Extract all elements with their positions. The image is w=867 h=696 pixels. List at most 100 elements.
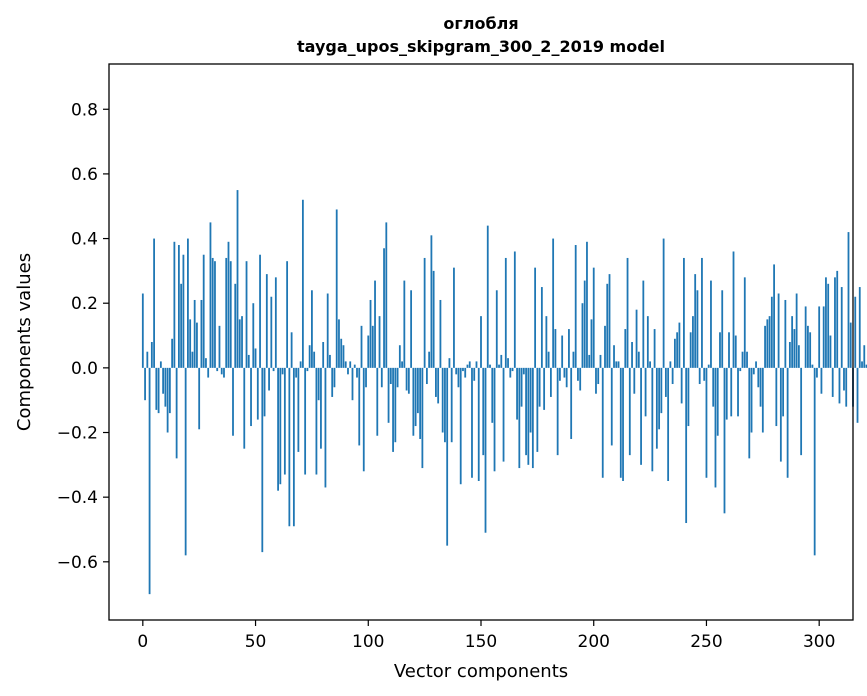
bar-213 bbox=[622, 367, 624, 481]
bar-18 bbox=[182, 254, 185, 368]
bar-10 bbox=[164, 367, 167, 407]
bar-2 bbox=[146, 351, 149, 368]
bar-136 bbox=[448, 358, 451, 368]
bar-209 bbox=[613, 345, 615, 368]
bar-274 bbox=[759, 367, 762, 407]
bar-148 bbox=[475, 361, 478, 368]
bar-99 bbox=[365, 367, 367, 388]
bar-89 bbox=[342, 345, 345, 368]
bar-242 bbox=[687, 367, 690, 427]
bar-263 bbox=[734, 335, 737, 368]
bar-276 bbox=[764, 325, 766, 368]
bar-59 bbox=[274, 277, 277, 368]
bar-107 bbox=[383, 248, 385, 368]
bar-93 bbox=[351, 367, 354, 401]
bar-11 bbox=[166, 367, 169, 433]
bar-104 bbox=[376, 367, 379, 436]
bar-272 bbox=[755, 361, 757, 368]
bar-164 bbox=[511, 367, 514, 372]
bar-144 bbox=[466, 364, 469, 368]
bar-286 bbox=[786, 367, 789, 478]
bar-306 bbox=[831, 367, 834, 397]
bar-196 bbox=[583, 280, 586, 368]
bar-308 bbox=[836, 270, 839, 368]
bar-101 bbox=[369, 299, 372, 368]
bar-141 bbox=[459, 367, 462, 485]
bar-275 bbox=[761, 367, 764, 433]
x-tick-label: 150 bbox=[465, 632, 497, 652]
bar-21 bbox=[189, 319, 192, 368]
y-tick-label: 0.6 bbox=[71, 165, 98, 185]
bar-248 bbox=[701, 257, 703, 368]
bar-201 bbox=[595, 367, 597, 394]
bar-153 bbox=[486, 225, 489, 368]
bar-271 bbox=[752, 367, 755, 375]
bar-204 bbox=[601, 367, 604, 478]
bar-292 bbox=[800, 367, 803, 456]
bar-297 bbox=[811, 364, 814, 368]
bar-64 bbox=[286, 261, 289, 368]
bar-163 bbox=[509, 367, 512, 378]
bar-188 bbox=[565, 367, 568, 388]
bar-215 bbox=[626, 257, 629, 368]
x-axis-ticks: 0 50 100 150 200 250 300 bbox=[137, 620, 835, 652]
bar-114 bbox=[398, 345, 401, 368]
bar-28 bbox=[205, 358, 207, 368]
bar-6 bbox=[155, 367, 158, 410]
bar-156 bbox=[493, 367, 496, 472]
bar-26 bbox=[200, 299, 203, 368]
bar-92 bbox=[349, 361, 352, 368]
bar-72 bbox=[304, 367, 307, 475]
bar-63 bbox=[283, 367, 286, 475]
bar-256 bbox=[719, 332, 721, 368]
bar-105 bbox=[378, 316, 381, 368]
y-tick-label: 0.0 bbox=[71, 359, 98, 379]
bar-239 bbox=[680, 367, 683, 404]
bar-278 bbox=[768, 316, 771, 368]
bar-102 bbox=[371, 325, 374, 368]
bar-36 bbox=[223, 367, 225, 378]
bar-225 bbox=[649, 361, 651, 368]
bar-192 bbox=[574, 245, 577, 368]
bar-280 bbox=[773, 264, 775, 368]
bar-281 bbox=[775, 367, 778, 427]
bar-43 bbox=[238, 319, 241, 368]
bar-7 bbox=[157, 367, 160, 414]
bar-54 bbox=[263, 367, 266, 417]
bar-216 bbox=[628, 367, 631, 456]
bar-317 bbox=[856, 367, 859, 423]
bar-170 bbox=[525, 367, 527, 456]
bar-161 bbox=[504, 257, 507, 368]
bar-321 bbox=[865, 364, 867, 368]
bar-296 bbox=[809, 332, 812, 368]
bar-172 bbox=[529, 367, 532, 433]
bar-96 bbox=[358, 367, 361, 446]
bar-283 bbox=[779, 367, 782, 462]
bar-259 bbox=[725, 367, 728, 420]
bar-220 bbox=[637, 351, 640, 368]
bar-157 bbox=[495, 290, 498, 368]
bar-175 bbox=[536, 367, 539, 452]
bar-65 bbox=[288, 367, 291, 527]
bar-23 bbox=[193, 299, 196, 368]
bar-1 bbox=[144, 367, 146, 401]
bar-126 bbox=[425, 367, 428, 385]
bar-254 bbox=[714, 367, 717, 488]
bar-124 bbox=[421, 367, 424, 469]
x-tick-label: 250 bbox=[690, 632, 722, 652]
bar-140 bbox=[457, 367, 460, 388]
bar-49 bbox=[252, 303, 255, 368]
bar-238 bbox=[678, 322, 681, 368]
bar-294 bbox=[804, 306, 807, 368]
bar-266 bbox=[741, 351, 744, 368]
bar-282 bbox=[777, 293, 780, 368]
bar-199 bbox=[590, 319, 593, 368]
y-tick-label: −0.4 bbox=[57, 488, 98, 508]
bar-138 bbox=[453, 267, 455, 368]
bar-152 bbox=[484, 367, 487, 533]
bar-129 bbox=[432, 270, 435, 368]
bar-268 bbox=[746, 351, 748, 368]
bar-90 bbox=[344, 361, 347, 368]
bar-119 bbox=[410, 290, 413, 368]
